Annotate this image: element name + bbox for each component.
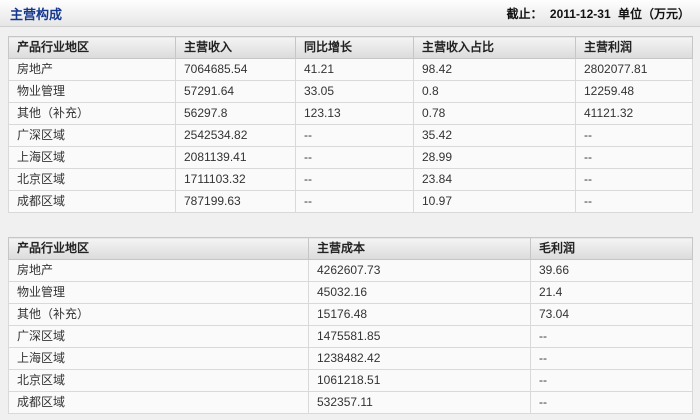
row-label: 其他（补充） <box>8 102 176 125</box>
cell-yoy-growth: -- <box>295 190 414 213</box>
cell-yoy-growth: -- <box>295 124 414 147</box>
cell-gross-margin: -- <box>530 325 693 348</box>
cell-profit: -- <box>575 168 693 191</box>
cell-cost: 1475581.85 <box>308 325 531 348</box>
table-row: 北京区域 1061218.51 -- <box>8 369 693 392</box>
cell-yoy-growth: 33.05 <box>295 80 414 103</box>
section-titlebar: 主营构成 截止： 2011-12-31 单位（万元） <box>0 0 700 27</box>
row-label: 成都区域 <box>8 391 309 414</box>
cell-cost: 15176.48 <box>308 303 531 326</box>
table-row: 房地产 4262607.73 39.66 <box>8 259 693 282</box>
table-row: 上海区域 2081139.41 -- 28.99 -- <box>8 146 693 169</box>
column-header: 同比增长 <box>295 36 414 59</box>
row-label: 北京区域 <box>8 369 309 392</box>
column-header: 产品行业地区 <box>8 237 309 260</box>
row-label: 房地产 <box>8 259 309 282</box>
cell-cost: 45032.16 <box>308 281 531 304</box>
table-row: 北京区域 1711103.32 -- 23.84 -- <box>8 168 693 191</box>
row-label: 成都区域 <box>8 190 176 213</box>
cell-gross-margin: -- <box>530 391 693 414</box>
cell-revenue-share: 28.99 <box>413 146 576 169</box>
column-header: 毛利润 <box>530 237 693 260</box>
cell-revenue-share: 0.78 <box>413 102 576 125</box>
page-title: 主营构成 <box>10 6 63 22</box>
row-label: 其他（补充） <box>8 303 309 326</box>
asof-unit-info: 截止： 2011-12-31 单位（万元） <box>503 5 690 22</box>
column-header: 主营收入占比 <box>413 36 576 59</box>
table-row: 物业管理 45032.16 21.4 <box>8 281 693 304</box>
cell-revenue: 787199.63 <box>175 190 296 213</box>
table-row: 广深区域 2542534.82 -- 35.42 -- <box>8 124 693 147</box>
revenue-table-header-row: 产品行业地区 主营收入 同比增长 主营收入占比 主营利润 <box>8 36 693 59</box>
cell-gross-margin: 39.66 <box>530 259 693 282</box>
cell-revenue-share: 23.84 <box>413 168 576 191</box>
cell-cost: 1061218.51 <box>308 369 531 392</box>
row-label: 物业管理 <box>8 80 176 103</box>
asof-date: 2011-12-31 <box>549 6 611 21</box>
cell-yoy-growth: -- <box>295 168 414 191</box>
cell-cost: 1238482.42 <box>308 347 531 370</box>
cell-revenue: 1711103.32 <box>175 168 296 191</box>
row-label: 广深区域 <box>8 325 309 348</box>
column-header: 产品行业地区 <box>8 36 176 59</box>
table-row: 其他（补充） 15176.48 73.04 <box>8 303 693 326</box>
row-label: 广深区域 <box>8 124 176 147</box>
cell-yoy-growth: 41.21 <box>295 58 414 81</box>
cell-gross-margin: 21.4 <box>530 281 693 304</box>
table-row: 其他（补充） 56297.8 123.13 0.78 41121.32 <box>8 102 693 125</box>
table-row: 物业管理 57291.64 33.05 0.8 12259.48 <box>8 80 693 103</box>
cell-profit: -- <box>575 124 693 147</box>
cell-profit: 41121.32 <box>575 102 693 125</box>
column-header: 主营利润 <box>575 36 693 59</box>
row-label: 北京区域 <box>8 168 176 191</box>
row-label: 房地产 <box>8 58 176 81</box>
cell-gross-margin: -- <box>530 347 693 370</box>
table-row: 上海区域 1238482.42 -- <box>8 347 693 370</box>
cell-revenue-share: 10.97 <box>413 190 576 213</box>
cell-revenue-share: 98.42 <box>413 58 576 81</box>
cost-table-header-row: 产品行业地区 主营成本 毛利润 <box>8 237 693 260</box>
cell-cost: 4262607.73 <box>308 259 531 282</box>
row-label: 物业管理 <box>8 281 309 304</box>
cell-revenue: 57291.64 <box>175 80 296 103</box>
table-row: 广深区域 1475581.85 -- <box>8 325 693 348</box>
cell-profit: 2802077.81 <box>575 58 693 81</box>
row-label: 上海区域 <box>8 347 309 370</box>
cell-profit: -- <box>575 190 693 213</box>
row-label: 上海区域 <box>8 146 176 169</box>
cost-table: 产品行业地区 主营成本 毛利润 房地产 4262607.73 39.66 物业管… <box>8 237 693 414</box>
cell-revenue: 56297.8 <box>175 102 296 125</box>
cell-revenue: 7064685.54 <box>175 58 296 81</box>
column-header: 主营成本 <box>308 237 531 260</box>
table-row: 成都区域 532357.11 -- <box>8 391 693 414</box>
main-content: 产品行业地区 主营收入 同比增长 主营收入占比 主营利润 房地产 7064685… <box>0 27 700 414</box>
cell-gross-margin: 73.04 <box>530 303 693 326</box>
asof-label: 截止： <box>506 6 543 21</box>
unit-label: 单位（万元） <box>617 6 690 21</box>
table-row: 成都区域 787199.63 -- 10.97 -- <box>8 190 693 213</box>
cell-revenue-share: 0.8 <box>413 80 576 103</box>
cell-profit: -- <box>575 146 693 169</box>
table-row: 房地产 7064685.54 41.21 98.42 2802077.81 <box>8 58 693 81</box>
cell-cost: 532357.11 <box>308 391 531 414</box>
cell-revenue: 2542534.82 <box>175 124 296 147</box>
column-header: 主营收入 <box>175 36 296 59</box>
cell-revenue-share: 35.42 <box>413 124 576 147</box>
cell-revenue: 2081139.41 <box>175 146 296 169</box>
cell-yoy-growth: 123.13 <box>295 102 414 125</box>
cell-gross-margin: -- <box>530 369 693 392</box>
cell-yoy-growth: -- <box>295 146 414 169</box>
revenue-table: 产品行业地区 主营收入 同比增长 主营收入占比 主营利润 房地产 7064685… <box>8 36 693 213</box>
cell-profit: 12259.48 <box>575 80 693 103</box>
